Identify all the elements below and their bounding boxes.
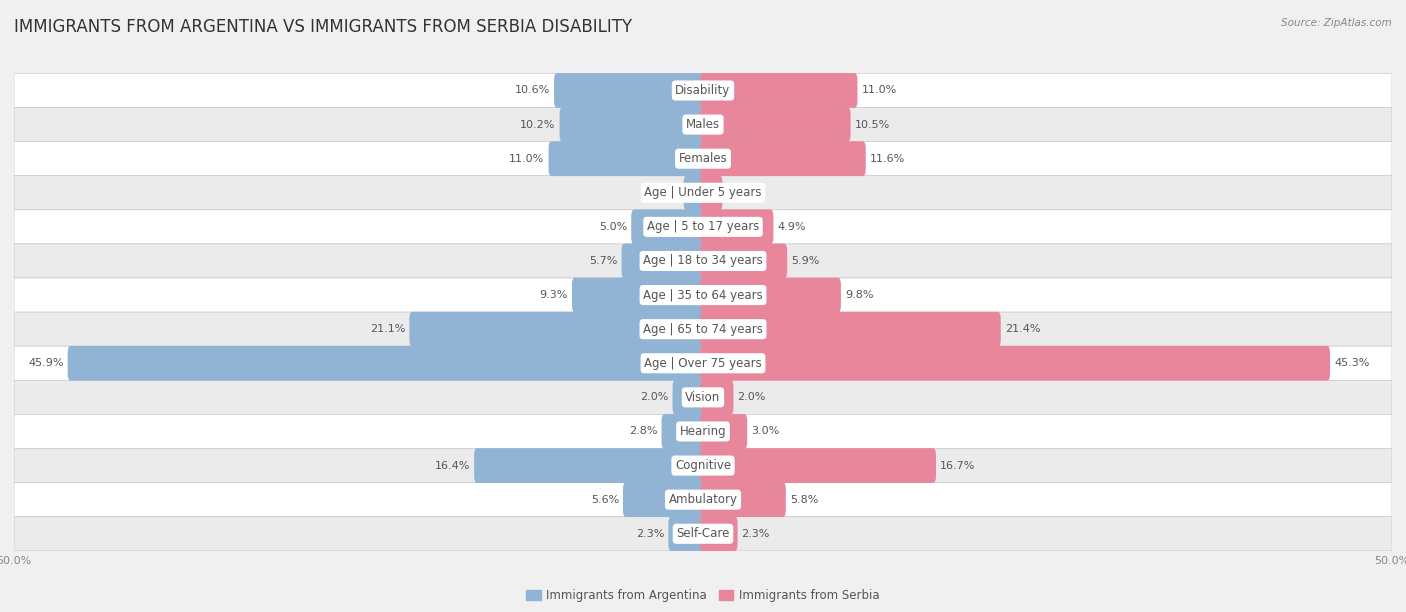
Text: Ambulatory: Ambulatory <box>668 493 738 506</box>
FancyBboxPatch shape <box>14 244 1392 278</box>
Text: Source: ZipAtlas.com: Source: ZipAtlas.com <box>1281 18 1392 28</box>
FancyBboxPatch shape <box>14 278 1392 312</box>
Text: 45.9%: 45.9% <box>28 358 63 368</box>
FancyBboxPatch shape <box>700 312 1001 346</box>
FancyBboxPatch shape <box>700 346 1330 381</box>
Text: IMMIGRANTS FROM ARGENTINA VS IMMIGRANTS FROM SERBIA DISABILITY: IMMIGRANTS FROM ARGENTINA VS IMMIGRANTS … <box>14 18 633 36</box>
Text: 9.3%: 9.3% <box>540 290 568 300</box>
FancyBboxPatch shape <box>631 209 706 244</box>
Text: 4.9%: 4.9% <box>778 222 806 232</box>
FancyBboxPatch shape <box>14 346 1392 380</box>
FancyBboxPatch shape <box>14 483 1392 517</box>
Text: Age | 5 to 17 years: Age | 5 to 17 years <box>647 220 759 233</box>
Text: Males: Males <box>686 118 720 131</box>
FancyBboxPatch shape <box>700 141 866 176</box>
Text: Vision: Vision <box>685 391 721 404</box>
Text: 11.0%: 11.0% <box>509 154 544 163</box>
Text: 45.3%: 45.3% <box>1334 358 1369 368</box>
FancyBboxPatch shape <box>700 448 936 483</box>
FancyBboxPatch shape <box>14 380 1392 414</box>
FancyBboxPatch shape <box>700 414 747 449</box>
FancyBboxPatch shape <box>548 141 706 176</box>
FancyBboxPatch shape <box>700 482 786 517</box>
Text: 5.9%: 5.9% <box>792 256 820 266</box>
Text: 21.1%: 21.1% <box>370 324 405 334</box>
FancyBboxPatch shape <box>14 449 1392 483</box>
Text: 2.0%: 2.0% <box>640 392 669 402</box>
Text: 3.0%: 3.0% <box>751 427 779 436</box>
Text: Age | Over 75 years: Age | Over 75 years <box>644 357 762 370</box>
Text: 11.6%: 11.6% <box>870 154 905 163</box>
FancyBboxPatch shape <box>668 517 706 551</box>
Text: Age | 65 to 74 years: Age | 65 to 74 years <box>643 323 763 335</box>
Text: 2.3%: 2.3% <box>636 529 665 539</box>
FancyBboxPatch shape <box>700 209 773 244</box>
FancyBboxPatch shape <box>621 244 706 278</box>
FancyBboxPatch shape <box>554 73 706 108</box>
Text: Hearing: Hearing <box>679 425 727 438</box>
FancyBboxPatch shape <box>683 176 706 210</box>
FancyBboxPatch shape <box>474 448 706 483</box>
Text: Age | 18 to 34 years: Age | 18 to 34 years <box>643 255 763 267</box>
Text: 16.7%: 16.7% <box>941 461 976 471</box>
FancyBboxPatch shape <box>700 176 723 210</box>
Text: 10.6%: 10.6% <box>515 86 550 95</box>
Text: 2.8%: 2.8% <box>628 427 658 436</box>
Text: 1.2%: 1.2% <box>727 188 755 198</box>
FancyBboxPatch shape <box>560 107 706 142</box>
Text: 16.4%: 16.4% <box>434 461 470 471</box>
FancyBboxPatch shape <box>672 380 706 415</box>
Text: 21.4%: 21.4% <box>1005 324 1040 334</box>
FancyBboxPatch shape <box>14 312 1392 346</box>
FancyBboxPatch shape <box>700 244 787 278</box>
Text: 10.2%: 10.2% <box>520 119 555 130</box>
FancyBboxPatch shape <box>700 73 858 108</box>
FancyBboxPatch shape <box>662 414 706 449</box>
FancyBboxPatch shape <box>623 482 706 517</box>
Text: 5.6%: 5.6% <box>591 494 619 505</box>
FancyBboxPatch shape <box>14 141 1392 176</box>
FancyBboxPatch shape <box>572 278 706 313</box>
Text: Cognitive: Cognitive <box>675 459 731 472</box>
Text: 9.8%: 9.8% <box>845 290 873 300</box>
Text: 5.0%: 5.0% <box>599 222 627 232</box>
Text: Females: Females <box>679 152 727 165</box>
FancyBboxPatch shape <box>14 517 1392 551</box>
FancyBboxPatch shape <box>14 210 1392 244</box>
Text: Age | 35 to 64 years: Age | 35 to 64 years <box>643 289 763 302</box>
FancyBboxPatch shape <box>700 278 841 313</box>
Text: 1.2%: 1.2% <box>651 188 679 198</box>
Text: Disability: Disability <box>675 84 731 97</box>
FancyBboxPatch shape <box>67 346 706 381</box>
Text: 5.8%: 5.8% <box>790 494 818 505</box>
FancyBboxPatch shape <box>700 107 851 142</box>
FancyBboxPatch shape <box>700 380 734 415</box>
FancyBboxPatch shape <box>409 312 706 346</box>
Text: 2.0%: 2.0% <box>738 392 766 402</box>
Text: 11.0%: 11.0% <box>862 86 897 95</box>
FancyBboxPatch shape <box>14 108 1392 141</box>
Text: 5.7%: 5.7% <box>589 256 617 266</box>
FancyBboxPatch shape <box>14 176 1392 210</box>
FancyBboxPatch shape <box>14 73 1392 108</box>
FancyBboxPatch shape <box>700 517 738 551</box>
Text: Self-Care: Self-Care <box>676 528 730 540</box>
Text: 10.5%: 10.5% <box>855 119 890 130</box>
Text: Age | Under 5 years: Age | Under 5 years <box>644 186 762 200</box>
Text: 2.3%: 2.3% <box>741 529 770 539</box>
Legend: Immigrants from Argentina, Immigrants from Serbia: Immigrants from Argentina, Immigrants fr… <box>522 584 884 607</box>
FancyBboxPatch shape <box>14 414 1392 449</box>
